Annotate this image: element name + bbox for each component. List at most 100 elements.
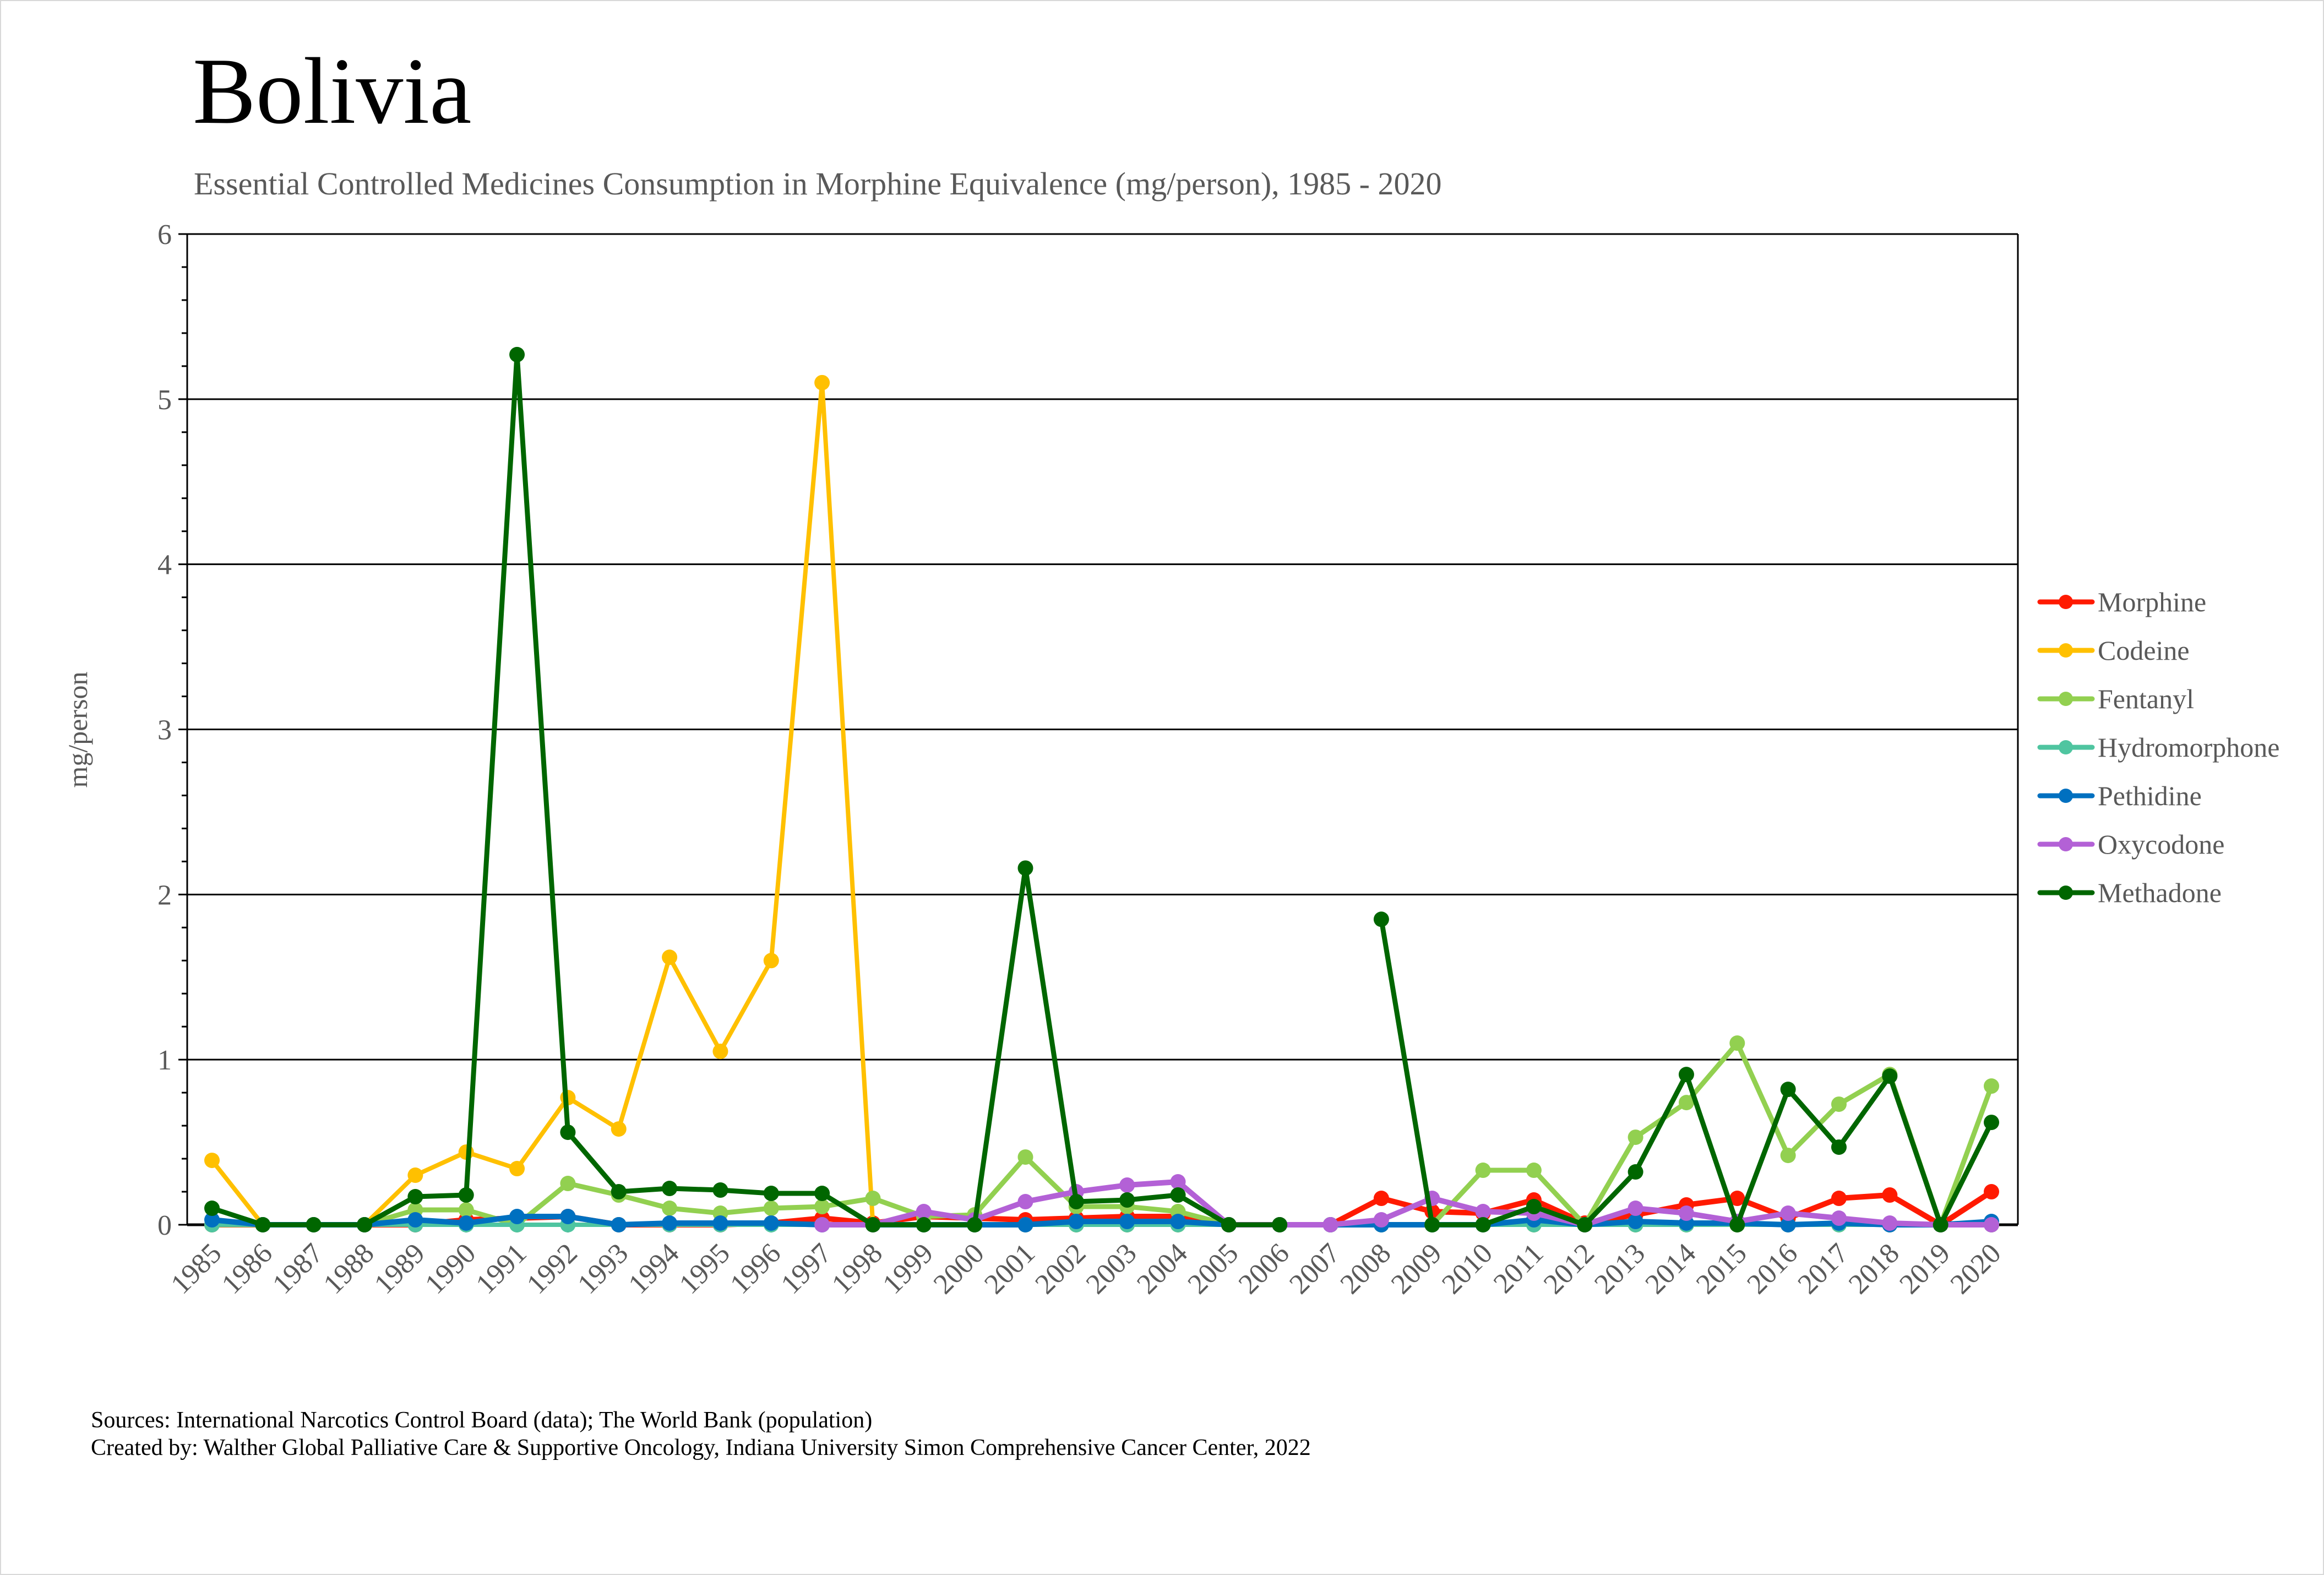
data-point-fentanyl xyxy=(1475,1163,1491,1178)
data-point-morphine xyxy=(1984,1184,1999,1200)
x-tick-label: 2013 xyxy=(1588,1237,1651,1300)
data-point-methadone xyxy=(1017,860,1033,876)
series-group xyxy=(204,346,1999,1232)
data-point-codeine xyxy=(814,374,830,390)
data-point-oxycodone xyxy=(916,1204,932,1220)
legend-swatch-marker xyxy=(2059,692,2073,706)
data-point-fentanyl xyxy=(1729,1035,1745,1051)
data-point-pethidine xyxy=(1628,1214,1643,1230)
x-tick-label: 2000 xyxy=(928,1237,990,1300)
data-point-methadone xyxy=(611,1184,627,1200)
x-tick-label: 2001 xyxy=(978,1237,1041,1300)
x-tick-label: 1998 xyxy=(826,1237,889,1300)
chart-subtitle: Essential Controlled Medicines Consumpti… xyxy=(194,166,1442,202)
x-tick-label: 2008 xyxy=(1335,1237,1397,1300)
data-point-oxycodone xyxy=(1170,1174,1186,1190)
data-point-methadone xyxy=(712,1182,728,1198)
legend-item-oxycodone: Oxycodone xyxy=(2037,829,2225,860)
data-point-fentanyl xyxy=(1831,1096,1847,1112)
data-point-methadone xyxy=(204,1201,220,1216)
data-point-methadone xyxy=(1577,1217,1593,1232)
data-point-methadone xyxy=(1628,1164,1643,1180)
x-tick-label: 1995 xyxy=(673,1237,736,1300)
data-point-oxycodone xyxy=(814,1217,830,1232)
y-tick-labels: 0 1 2 3 4 5 6 xyxy=(157,219,172,1241)
data-point-morphine xyxy=(1729,1191,1745,1207)
legend-item-pethidine: Pethidine xyxy=(2037,780,2202,811)
data-point-pethidine xyxy=(509,1209,525,1225)
x-tick-label: 2019 xyxy=(1893,1237,1956,1300)
x-tick-label: 2005 xyxy=(1182,1237,1244,1300)
legend: Morphine Codeine Fentanyl Hydromorphone Peth… xyxy=(2037,586,2280,908)
x-tick-labels: 1985198619871988198919901991199219931994… xyxy=(165,1237,2007,1300)
data-point-fentanyl xyxy=(1628,1129,1643,1145)
data-point-morphine xyxy=(1882,1187,1898,1203)
series-line-methadone xyxy=(209,352,1282,1228)
data-point-methadone xyxy=(1678,1067,1694,1083)
y-tick-label: 6 xyxy=(157,219,172,251)
data-point-fentanyl xyxy=(1780,1148,1796,1164)
legend-label: Fentanyl xyxy=(2098,683,2194,714)
y-tick-label: 0 xyxy=(157,1210,172,1241)
data-point-methadone xyxy=(662,1181,678,1197)
series-line-codeine xyxy=(210,380,1994,1227)
data-point-methadone xyxy=(306,1217,322,1232)
data-point-oxycodone xyxy=(1882,1215,1898,1231)
y-tick-label: 2 xyxy=(157,879,172,911)
legend-label: Pethidine xyxy=(2098,780,2202,811)
data-point-oxycodone xyxy=(1119,1177,1135,1193)
data-point-codeine xyxy=(712,1044,728,1060)
x-tick-label: 1994 xyxy=(623,1237,685,1300)
data-point-codeine xyxy=(763,953,779,969)
data-point-methadone xyxy=(1373,911,1389,927)
data-point-methadone xyxy=(560,1125,576,1140)
legend-item-fentanyl: Fentanyl xyxy=(2037,683,2194,714)
legend-swatch-marker xyxy=(2059,595,2073,609)
data-point-pethidine xyxy=(1119,1214,1135,1230)
data-point-methadone xyxy=(1729,1217,1745,1232)
legend-swatch-marker xyxy=(2059,789,2073,803)
x-tick-label: 2015 xyxy=(1690,1237,1753,1300)
series-methadone xyxy=(204,346,1999,1232)
series-line-oxycodone xyxy=(819,1179,1994,1228)
gridlines xyxy=(187,233,2018,1226)
data-point-pethidine xyxy=(1170,1214,1186,1230)
axes xyxy=(178,233,2019,1232)
data-point-oxycodone xyxy=(1373,1212,1389,1228)
data-point-methadone xyxy=(1119,1192,1135,1208)
data-point-methadone xyxy=(1170,1187,1186,1203)
legend-label: Oxycodone xyxy=(2098,829,2225,860)
data-point-fentanyl xyxy=(662,1201,678,1216)
x-tick-label: 2011 xyxy=(1488,1237,1549,1299)
data-point-methadone xyxy=(1221,1217,1237,1232)
data-point-fentanyl xyxy=(560,1176,576,1192)
legend-label: Morphine xyxy=(2098,586,2206,617)
data-point-fentanyl xyxy=(1526,1163,1542,1178)
x-tick-label: 2007 xyxy=(1283,1237,1346,1300)
data-point-fentanyl xyxy=(763,1201,779,1216)
x-tick-label: 1990 xyxy=(419,1237,482,1300)
data-point-methadone xyxy=(357,1217,373,1232)
data-point-methadone xyxy=(1424,1217,1440,1232)
data-point-fentanyl xyxy=(1678,1095,1694,1111)
series-line-pethidine xyxy=(209,1214,1994,1228)
legend-item-codeine: Codeine xyxy=(2037,635,2190,666)
data-point-methadone xyxy=(458,1187,474,1203)
data-point-methadone xyxy=(814,1186,830,1202)
x-tick-label: 1985 xyxy=(165,1237,228,1300)
data-point-methadone xyxy=(255,1217,271,1232)
x-tick-label: 1997 xyxy=(775,1237,838,1300)
data-point-methadone xyxy=(865,1217,881,1232)
data-point-methadone xyxy=(1882,1068,1898,1084)
data-point-morphine xyxy=(1373,1191,1389,1207)
data-point-methadone xyxy=(1272,1217,1288,1232)
data-point-fentanyl xyxy=(1984,1078,1999,1094)
data-point-methadone xyxy=(1831,1139,1847,1155)
x-tick-label: 2018 xyxy=(1843,1237,1906,1300)
y-tick-label: 5 xyxy=(157,384,172,416)
x-tick-label: 1986 xyxy=(216,1237,279,1300)
data-point-morphine xyxy=(1831,1191,1847,1207)
x-tick-label: 2020 xyxy=(1945,1237,2007,1300)
